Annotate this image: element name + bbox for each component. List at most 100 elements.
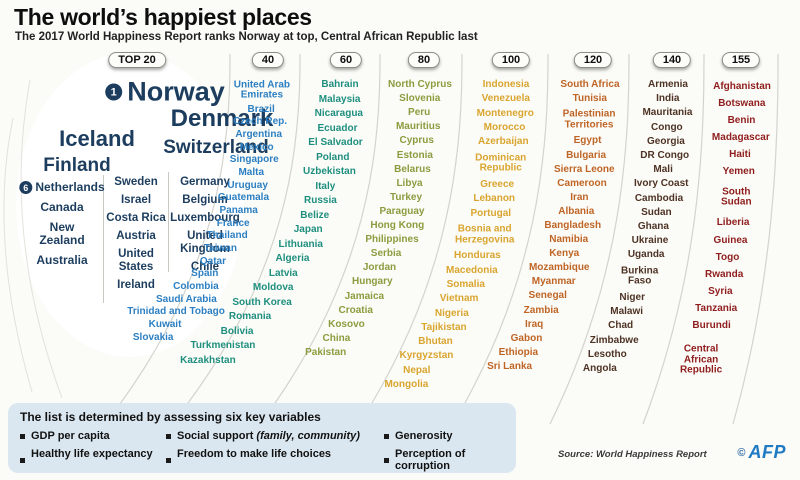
country-label: Angola	[582, 362, 617, 374]
country-name: Belgium	[182, 194, 228, 206]
country-label: Colombia	[173, 280, 219, 292]
country-label: Libya	[396, 177, 423, 189]
country-label: Greece	[480, 178, 515, 190]
country-label: South Korea	[232, 296, 292, 308]
country-label: Mongolia	[384, 378, 429, 390]
country-label: Namibia	[549, 233, 589, 245]
country-label: Niger	[619, 291, 645, 303]
country-label: Albania	[558, 205, 595, 217]
country-label: Latvia	[268, 267, 298, 279]
country-label: Lebanon	[473, 193, 516, 205]
top20-disc	[16, 53, 244, 357]
legend-item-social-support: Social support (family, community)	[166, 430, 384, 442]
country-name: Norway	[127, 76, 225, 107]
country-label: Afghanistan	[713, 80, 771, 92]
country-label: Palestinian Territories	[562, 108, 616, 131]
legend-item-note: (family, community)	[256, 430, 360, 442]
country-label: Argentina	[235, 128, 283, 140]
country-label: Tunisia	[572, 92, 607, 104]
country-label: Turkmenistan	[190, 340, 256, 351]
top20-subcolumn: Sweden Israel Costa Rica Austria United Stat…	[106, 176, 165, 292]
country-label: Chad	[608, 320, 634, 332]
rank-badge: 6	[19, 181, 33, 194]
country-label: Iraq	[524, 318, 544, 330]
country-label: Gabon	[510, 332, 543, 344]
country-label: Canada	[40, 201, 83, 214]
country-label: Venezuela	[481, 93, 530, 105]
bullet-icon	[20, 457, 25, 463]
bullet-icon	[166, 433, 171, 439]
country-label: Jordan	[362, 262, 397, 274]
legend-box: The list is determined by assessing six …	[8, 403, 516, 473]
page-subtitle: The 2017 World Happiness Report ranks No…	[15, 31, 478, 43]
country-label: Hungary	[351, 276, 393, 288]
country-label: Luxembourg	[170, 212, 240, 225]
country-name: United Kingdom	[180, 230, 230, 255]
country-label: Saudi Arabia	[155, 293, 217, 305]
country-label: Croatia	[338, 304, 373, 316]
legend-item-label: Healthy life expectancy	[31, 448, 153, 460]
country-label: Haiti	[729, 148, 751, 160]
band-label-80: 80	[407, 52, 441, 68]
country-name: Germany	[180, 176, 230, 188]
country-label: Finland	[43, 155, 111, 177]
country-label: Spain	[191, 268, 219, 280]
country-label: Malawi	[610, 305, 644, 317]
rank-badge: 1	[105, 83, 123, 101]
band-separator-arc	[104, 53, 231, 425]
country-label: Slovakia	[132, 331, 174, 343]
band-label-top20: TOP 20	[108, 52, 166, 68]
country-label: Sierra Leone	[553, 163, 615, 175]
country-label: Philippines	[365, 233, 419, 245]
band-label-40: 40	[251, 52, 285, 68]
country-label: Israel	[121, 194, 151, 207]
country-label: Poland	[316, 151, 350, 163]
country-label: Cambodia	[634, 192, 684, 204]
country-name: Ireland	[117, 279, 155, 291]
band-separator-arc	[358, 53, 463, 425]
country-label: Mauritius	[395, 121, 441, 133]
country-label: Cameroon	[557, 177, 607, 189]
country-label: Brazil	[247, 103, 275, 115]
country-label: Kosovo	[328, 318, 365, 330]
country-name: Denmark	[170, 105, 274, 132]
country-label: Uzbekistan	[303, 166, 356, 177]
country-label: Denmark	[171, 105, 274, 133]
country-label: Bolivia	[220, 325, 254, 337]
country-name: Sweden	[114, 176, 158, 188]
country-label: Benin	[727, 114, 756, 126]
country-label: Panama	[219, 204, 258, 216]
bullet-icon	[166, 457, 171, 463]
country-label: Singapore	[229, 154, 279, 166]
decorative-arc	[20, 79, 63, 399]
band-label-120: 120	[573, 52, 613, 68]
band-separator-arc	[642, 53, 705, 425]
top20-subcolumn: 6 Netherlands Canada New Zealand Australia	[19, 180, 105, 267]
country-name: Finland	[43, 155, 111, 176]
legend-item-label: Social support	[177, 430, 254, 442]
country-label: Togo	[715, 251, 740, 263]
country-label: Zambia	[523, 304, 559, 316]
source-credit: Source: World Happiness Report	[558, 449, 707, 460]
country-name: Luxembourg	[170, 212, 240, 224]
legend-item-life-expectancy: Healthy life expectancy	[20, 448, 166, 472]
bullet-icon	[20, 433, 25, 439]
country-label: Nigeria	[434, 307, 469, 319]
country-label: Congo	[651, 121, 683, 133]
country-label: Moldova	[252, 282, 294, 293]
country-label: Trinidad and Tobago	[127, 306, 225, 318]
country-label: Portugal	[470, 207, 512, 219]
country-label: Bhutan	[418, 335, 453, 347]
country-label: Cyprus	[399, 135, 434, 147]
country-label: Sudan	[641, 206, 672, 218]
country-label: Morocco	[483, 121, 526, 133]
country-label: Malta	[238, 166, 264, 178]
country-name: Netherlands	[35, 180, 105, 194]
country-label: Qatar	[199, 255, 226, 267]
legend-item-gdp: GDP per capita	[20, 430, 166, 442]
country-label: Turkey	[389, 191, 423, 203]
country-label: Czech Rep.	[233, 116, 288, 128]
country-label: Kazakhstan	[180, 354, 236, 366]
country-label: Uganda	[627, 249, 665, 261]
country-label: Ireland	[117, 279, 155, 292]
